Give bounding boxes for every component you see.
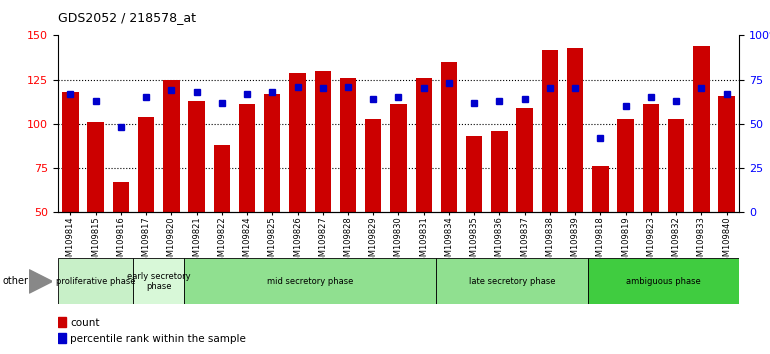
- Bar: [718, 96, 735, 212]
- Bar: [315, 71, 331, 212]
- Bar: [618, 119, 634, 212]
- Bar: [112, 182, 129, 212]
- Bar: [668, 119, 685, 212]
- Bar: [365, 119, 381, 212]
- Bar: [213, 145, 230, 212]
- Text: proliferative phase: proliferative phase: [56, 277, 136, 286]
- Bar: [58, 258, 133, 304]
- Text: ambiguous phase: ambiguous phase: [626, 277, 701, 286]
- Bar: [189, 101, 205, 212]
- Bar: [58, 317, 66, 327]
- Text: count: count: [70, 318, 99, 328]
- Bar: [163, 80, 179, 212]
- Bar: [437, 258, 588, 304]
- Bar: [290, 73, 306, 212]
- Bar: [517, 108, 533, 212]
- Bar: [138, 117, 154, 212]
- Bar: [592, 166, 608, 212]
- Bar: [588, 258, 739, 304]
- Text: mid secretory phase: mid secretory phase: [267, 277, 353, 286]
- Bar: [542, 50, 558, 212]
- Bar: [184, 258, 437, 304]
- Bar: [466, 136, 482, 212]
- Text: late secretory phase: late secretory phase: [469, 277, 555, 286]
- Bar: [567, 48, 584, 212]
- Bar: [239, 104, 255, 212]
- Polygon shape: [29, 270, 52, 293]
- Text: early secretory
phase: early secretory phase: [127, 272, 190, 291]
- Bar: [416, 78, 432, 212]
- Bar: [440, 62, 457, 212]
- Text: other: other: [2, 276, 28, 286]
- Text: GDS2052 / 218578_at: GDS2052 / 218578_at: [58, 11, 196, 24]
- Bar: [133, 258, 184, 304]
- Bar: [390, 104, 407, 212]
- Bar: [58, 333, 66, 343]
- Bar: [340, 78, 357, 212]
- Bar: [62, 92, 79, 212]
- Bar: [491, 131, 507, 212]
- Bar: [693, 46, 709, 212]
- Bar: [264, 94, 280, 212]
- Bar: [643, 104, 659, 212]
- Text: percentile rank within the sample: percentile rank within the sample: [70, 334, 246, 344]
- Bar: [88, 122, 104, 212]
